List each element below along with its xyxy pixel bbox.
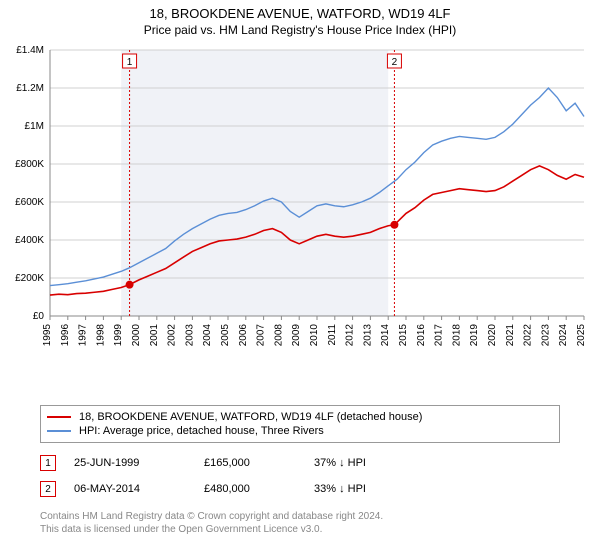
- svg-text:2004: 2004: [202, 324, 213, 347]
- svg-text:1998: 1998: [95, 324, 106, 347]
- sale-rel-1: 37% ↓ HPI: [314, 457, 414, 469]
- sale-date-1: 25-JUN-1999: [74, 457, 204, 469]
- sale-price-2: £480,000: [204, 483, 314, 495]
- price-chart: £0£200K£400K£600K£800K£1M£1.2M£1.4M19951…: [50, 46, 590, 366]
- sale-marker-1: 1: [40, 455, 56, 471]
- legend-label-price-paid: 18, BROOKDENE AVENUE, WATFORD, WD19 4LF …: [79, 411, 422, 423]
- legend-swatch-hpi: [47, 430, 71, 432]
- svg-text:2011: 2011: [327, 324, 338, 346]
- footer-attribution: Contains HM Land Registry data © Crown c…: [40, 510, 383, 536]
- sale-rel-2: 33% ↓ HPI: [314, 483, 414, 495]
- svg-text:2022: 2022: [523, 324, 534, 347]
- svg-text:2010: 2010: [309, 324, 320, 347]
- svg-text:2021: 2021: [505, 324, 516, 347]
- svg-text:£1M: £1M: [25, 121, 44, 132]
- svg-text:2015: 2015: [398, 324, 409, 347]
- svg-text:1: 1: [127, 57, 133, 68]
- svg-text:2013: 2013: [362, 324, 373, 347]
- legend: 18, BROOKDENE AVENUE, WATFORD, WD19 4LF …: [40, 405, 560, 443]
- svg-text:£1.4M: £1.4M: [16, 45, 44, 56]
- sale-price-1: £165,000: [204, 457, 314, 469]
- legend-label-hpi: HPI: Average price, detached house, Thre…: [79, 425, 324, 437]
- svg-text:£400K: £400K: [15, 235, 44, 246]
- svg-text:2009: 2009: [291, 324, 302, 347]
- svg-text:2017: 2017: [434, 324, 445, 347]
- svg-text:2006: 2006: [238, 324, 249, 347]
- svg-text:2014: 2014: [380, 324, 391, 347]
- sale-table: 1 25-JUN-1999 £165,000 37% ↓ HPI 2 06-MA…: [40, 450, 560, 502]
- svg-text:2001: 2001: [149, 324, 160, 347]
- svg-text:2005: 2005: [220, 324, 231, 347]
- svg-text:2003: 2003: [184, 324, 195, 347]
- svg-text:1997: 1997: [78, 324, 89, 347]
- svg-text:2000: 2000: [131, 324, 142, 347]
- sale-marker-2: 2: [40, 481, 56, 497]
- svg-text:2024: 2024: [558, 324, 569, 347]
- svg-text:2002: 2002: [167, 324, 178, 347]
- svg-text:1996: 1996: [60, 324, 71, 347]
- svg-text:2: 2: [392, 57, 398, 68]
- chart-container: 18, BROOKDENE AVENUE, WATFORD, WD19 4LF …: [0, 0, 600, 560]
- title-block: 18, BROOKDENE AVENUE, WATFORD, WD19 4LF …: [0, 0, 600, 37]
- legend-item-hpi: HPI: Average price, detached house, Thre…: [47, 424, 553, 438]
- sale-date-2: 06-MAY-2014: [74, 483, 204, 495]
- svg-text:2007: 2007: [256, 324, 267, 347]
- svg-text:2023: 2023: [540, 324, 551, 347]
- footer-line-1: Contains HM Land Registry data © Crown c…: [40, 510, 383, 523]
- svg-text:2019: 2019: [469, 324, 480, 347]
- sale-row-1: 1 25-JUN-1999 £165,000 37% ↓ HPI: [40, 450, 560, 476]
- footer-line-2: This data is licensed under the Open Gov…: [40, 523, 383, 536]
- svg-text:£800K: £800K: [15, 159, 44, 170]
- title-address: 18, BROOKDENE AVENUE, WATFORD, WD19 4LF: [0, 6, 600, 21]
- svg-text:1995: 1995: [42, 324, 53, 347]
- svg-text:£1.2M: £1.2M: [16, 83, 44, 94]
- svg-text:2025: 2025: [576, 324, 587, 347]
- svg-text:2008: 2008: [273, 324, 284, 347]
- svg-text:£200K: £200K: [15, 273, 44, 284]
- svg-text:2012: 2012: [345, 324, 356, 347]
- sale-row-2: 2 06-MAY-2014 £480,000 33% ↓ HPI: [40, 476, 560, 502]
- svg-text:£0: £0: [33, 311, 45, 322]
- svg-text:2020: 2020: [487, 324, 498, 347]
- svg-text:£600K: £600K: [15, 197, 44, 208]
- svg-text:2018: 2018: [451, 324, 462, 347]
- legend-item-price-paid: 18, BROOKDENE AVENUE, WATFORD, WD19 4LF …: [47, 410, 553, 424]
- svg-text:1999: 1999: [113, 324, 124, 347]
- title-subtitle: Price paid vs. HM Land Registry's House …: [0, 23, 600, 37]
- svg-text:2016: 2016: [416, 324, 427, 347]
- legend-swatch-price-paid: [47, 416, 71, 418]
